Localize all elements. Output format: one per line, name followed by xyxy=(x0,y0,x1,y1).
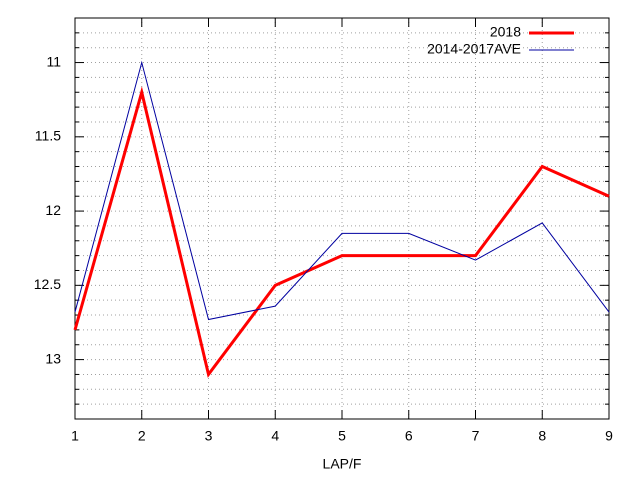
y-tick-label: 11 xyxy=(46,53,61,69)
x-tick-label: 1 xyxy=(71,428,79,444)
y-tick-label: 12.5 xyxy=(34,276,61,292)
x-tick-label: 2 xyxy=(138,428,146,444)
x-tick-label: 6 xyxy=(405,428,413,444)
x-tick-label: 5 xyxy=(338,428,346,444)
x-axis-label: LAP/F xyxy=(323,456,362,472)
series-line xyxy=(74,60,610,321)
y-tick-label: 12 xyxy=(45,202,61,218)
x-tick-label: 4 xyxy=(271,428,279,444)
y-tick-label: 13 xyxy=(45,350,61,366)
x-tick-label: 8 xyxy=(538,428,546,444)
legend-label: 2018 xyxy=(490,24,521,40)
legend-label: 2014-2017AVE xyxy=(427,41,521,57)
series-line xyxy=(73,86,610,378)
y-tick-label: 11.5 xyxy=(35,128,61,144)
x-tick-label: 7 xyxy=(472,428,480,444)
x-tick-label: 9 xyxy=(605,428,613,444)
plot-frame xyxy=(74,17,610,420)
x-tick-label: 3 xyxy=(205,428,213,444)
